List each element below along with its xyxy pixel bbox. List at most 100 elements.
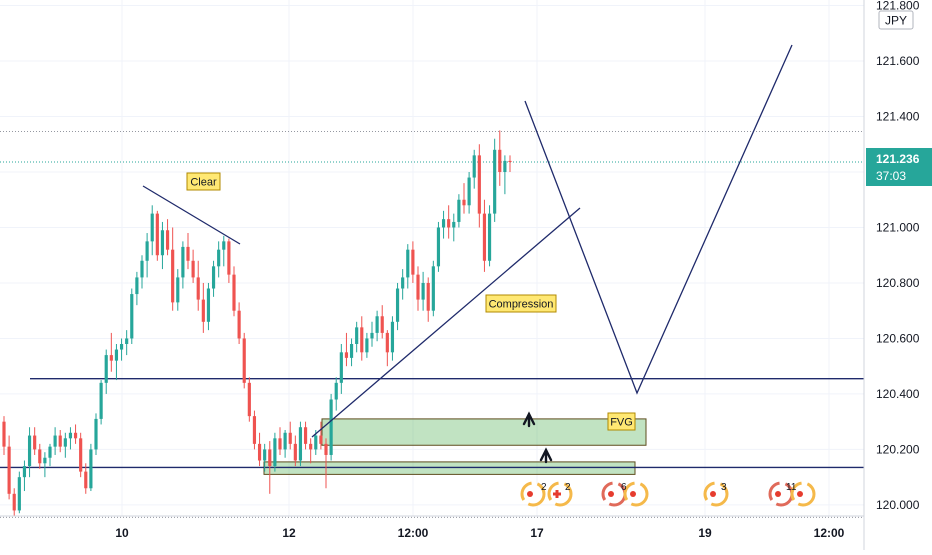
- candle-body: [99, 382, 103, 419]
- candle-body: [288, 432, 292, 444]
- currency-badge: JPY: [878, 10, 914, 30]
- time-axis[interactable]: 10 12 12:00 17 19 12:00: [115, 526, 844, 540]
- candle-body: [314, 435, 318, 450]
- candle-body: [211, 266, 216, 289]
- price-tick-label: 121.600: [876, 54, 920, 68]
- candle-body: [33, 435, 37, 450]
- candle: [339, 344, 343, 394]
- time-tick-label: 12:00: [814, 526, 845, 540]
- projection-path[interactable]: [524, 44, 793, 395]
- candle-body: [293, 443, 297, 461]
- candle-body: [482, 213, 487, 261]
- fvg-label[interactable]: FVG: [607, 412, 636, 431]
- price-countdown: 37:03: [876, 169, 906, 183]
- candle-body: [252, 416, 257, 444]
- candle-body: [58, 435, 62, 447]
- event-marker[interactable]: 2: [520, 481, 547, 507]
- candle-body: [165, 230, 170, 250]
- candle-body: [477, 155, 481, 214]
- candle: [43, 452, 47, 478]
- candle: [53, 427, 57, 455]
- clear-label-text: Clear: [190, 177, 217, 189]
- candle-body: [493, 149, 497, 214]
- annotation-labels: Clear Compression FVG: [186, 172, 636, 431]
- price-tick-label: 120.600: [876, 331, 920, 345]
- candle: [508, 155, 512, 172]
- candle-body: [186, 246, 190, 261]
- candle-body: [68, 432, 73, 439]
- time-tick-label: 19: [698, 526, 712, 540]
- candle: [79, 432, 83, 478]
- compression-label[interactable]: Compression: [485, 294, 557, 313]
- time-tick-label: 12: [282, 526, 296, 540]
- candle: [303, 421, 308, 450]
- candle: [206, 282, 211, 331]
- event-dot-icon: [527, 491, 533, 497]
- candle-body: [232, 274, 236, 311]
- candle-body: [416, 274, 420, 300]
- compression-trend-line[interactable]: [311, 207, 581, 438]
- price-tick-label: 120.000: [876, 498, 920, 512]
- event-marker[interactable]: 11: [768, 481, 816, 507]
- candle: [329, 393, 333, 461]
- candle-body: [206, 288, 211, 322]
- event-marker[interactable]: 3: [703, 481, 729, 507]
- candle-body: [109, 355, 113, 361]
- candle-body: [472, 155, 476, 178]
- price-tick-label: 120.400: [876, 387, 920, 401]
- candle: [222, 235, 226, 267]
- candle: [487, 205, 492, 267]
- drawings-layer: [142, 44, 793, 464]
- candle-body: [201, 299, 205, 322]
- candle: [27, 427, 32, 478]
- candle-body: [53, 435, 57, 447]
- candle: [7, 435, 11, 500]
- candle: [73, 424, 78, 444]
- candle-body: [503, 160, 507, 172]
- candle-body: [191, 260, 195, 278]
- candle-body: [130, 294, 134, 339]
- clear-label[interactable]: Clear: [186, 172, 221, 191]
- candle-body: [217, 249, 221, 267]
- candle-body: [467, 177, 471, 206]
- candle-body: [73, 432, 78, 439]
- candle: [38, 443, 42, 469]
- clear-trend-line[interactable]: [142, 185, 241, 245]
- candle-body: [365, 338, 369, 353]
- candle: [242, 332, 246, 389]
- candle-body: [171, 249, 175, 303]
- candle: [227, 238, 231, 283]
- candle: [278, 427, 282, 455]
- candle-body: [278, 438, 282, 450]
- time-tick-label: 17: [530, 526, 544, 540]
- candle: [171, 227, 175, 311]
- candle-body: [104, 355, 108, 383]
- candle: [191, 249, 195, 283]
- time-tick-label: 12:00: [398, 526, 429, 540]
- candle: [283, 430, 287, 458]
- up-arrow-icon: [522, 411, 536, 428]
- candle-body: [380, 316, 384, 333]
- candle: [482, 199, 487, 272]
- candle: [33, 427, 37, 455]
- candle: [467, 172, 471, 214]
- event-marker[interactable]: 2: [547, 481, 573, 507]
- candle-body: [176, 277, 180, 303]
- event-markers: 2 2 6 3: [520, 481, 816, 507]
- candle-body: [2, 421, 6, 447]
- candle: [114, 344, 119, 381]
- candle-body: [487, 213, 492, 261]
- candle: [237, 302, 241, 344]
- candle: [334, 377, 338, 411]
- event-dot-icon: [797, 491, 803, 497]
- event-marker[interactable]: 6: [601, 481, 649, 507]
- candle: [145, 233, 149, 278]
- upper-zone[interactable]: [321, 418, 647, 446]
- lower-zone[interactable]: [263, 461, 636, 475]
- candle-body: [411, 249, 415, 275]
- time-tick-label: 10: [115, 526, 129, 540]
- candle-body: [38, 449, 42, 464]
- candle-body: [360, 327, 364, 353]
